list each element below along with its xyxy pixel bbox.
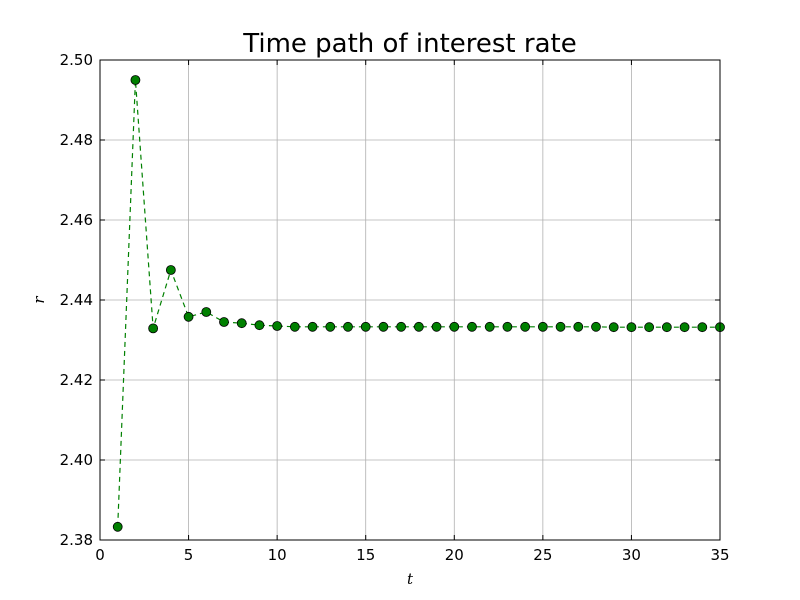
data-point (449, 321, 460, 332)
y-tick-label: 2.46 (60, 211, 93, 229)
x-tick-label: 30 (622, 546, 641, 564)
data-point (254, 320, 265, 331)
data-point (343, 321, 353, 332)
grid (99, 59, 721, 541)
x-tick-label: 10 (268, 546, 287, 564)
data-point (183, 311, 194, 322)
y-tick-label: 2.44 (60, 291, 93, 309)
x-tick-label: 35 (710, 546, 729, 564)
x-tick-label: 5 (184, 546, 194, 564)
data-point (130, 75, 141, 85)
data-point (573, 321, 584, 332)
data-point (219, 317, 229, 327)
data-point (431, 321, 442, 332)
data-point (396, 321, 407, 332)
x-tick-label: 15 (356, 546, 375, 564)
y-tick-label: 2.38 (60, 531, 93, 549)
data-point (112, 521, 123, 532)
data-point (325, 321, 336, 332)
data-point (697, 322, 708, 333)
y-axis-label: r (30, 296, 48, 304)
data-point (484, 321, 495, 332)
data-point (626, 322, 637, 333)
data-point (165, 265, 176, 275)
data-point (661, 322, 672, 333)
data-point (148, 323, 159, 334)
data-point (555, 321, 566, 332)
series-line (117, 79, 720, 527)
data-point (537, 321, 548, 332)
x-tick-label: 0 (95, 546, 105, 564)
y-tick-label: 2.42 (60, 371, 93, 389)
data-point (236, 318, 247, 329)
y-tick-label: 2.48 (60, 131, 93, 149)
data-point (307, 321, 318, 332)
y-tick-label: 2.50 (60, 51, 93, 69)
data-point (644, 322, 655, 333)
data-point (591, 321, 601, 332)
data-point (679, 322, 690, 333)
axis-ticks: 0 5 10 15 20 25 30 35 2.38 2.40 2.42 2.44 2.46 2.48 2.… (60, 51, 730, 564)
data-point (201, 307, 212, 317)
data-point (289, 321, 300, 332)
data-point (467, 321, 477, 332)
x-tick-label: 25 (533, 546, 552, 564)
data-point (608, 322, 619, 333)
data-point (413, 321, 424, 332)
y-tick-label: 2.40 (60, 451, 93, 469)
data-point (520, 321, 531, 332)
data-point (378, 321, 389, 332)
data-point (360, 321, 371, 332)
data-point (502, 321, 513, 332)
chart-title: Time path of interest rate (242, 29, 576, 59)
data-point (272, 321, 283, 331)
x-axis-label: t (407, 570, 414, 588)
series-layer (112, 75, 725, 532)
x-tick-label: 20 (445, 546, 464, 564)
